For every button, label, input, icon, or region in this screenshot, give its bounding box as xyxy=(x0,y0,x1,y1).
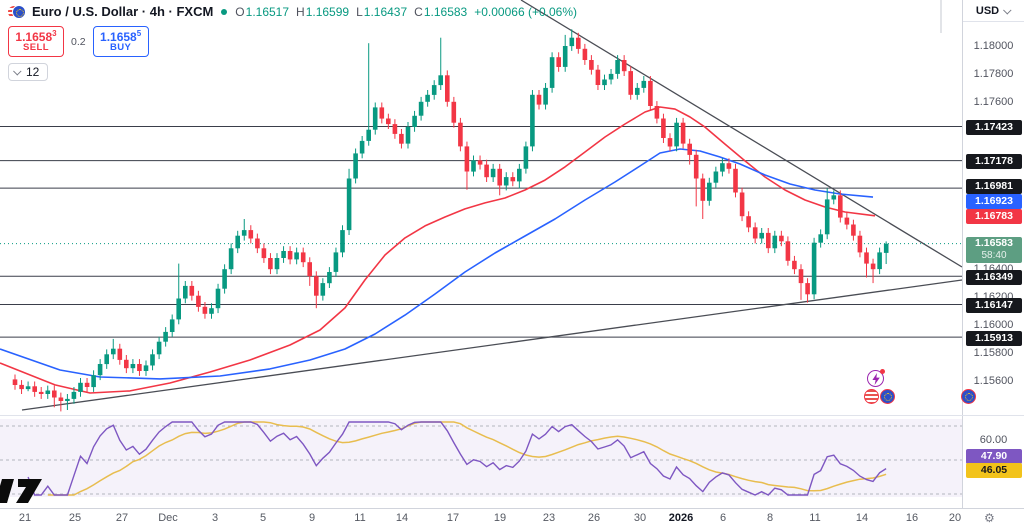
time-axis-label: 11 xyxy=(809,512,821,524)
price-tick: 1.18000 xyxy=(973,40,1014,52)
time-axis-label: 27 xyxy=(115,512,129,524)
time-axis-label: 26 xyxy=(587,512,601,524)
price-level-badge: 1.16349 xyxy=(966,269,1022,285)
legend-collapse-chip[interactable]: 12 xyxy=(8,63,49,81)
price-axis[interactable]: USD 1.180001.178001.176001.164001.162001… xyxy=(962,0,1024,526)
time-axis-label: 8 xyxy=(766,512,774,524)
sell-price: 1.16583 xyxy=(15,28,57,44)
symbol-header: Euro / U.S. Dollar · 4h · FXCM O1.16517 H… xyxy=(8,4,577,19)
time-axis-label: 23 xyxy=(542,512,556,524)
price-chart-canvas[interactable] xyxy=(0,0,962,507)
eu-flag-axis-event-icon[interactable] xyxy=(961,389,976,404)
tradingview-logo[interactable] xyxy=(0,477,66,505)
time-axis-label: 19 xyxy=(493,512,507,524)
price-level-badge: 1.17423 xyxy=(966,119,1022,135)
currency-selector[interactable]: USD xyxy=(963,0,1024,22)
rsi-pane-background xyxy=(0,419,962,497)
price-tick: 1.17800 xyxy=(973,68,1014,80)
rsi-tick: 60.00 xyxy=(979,434,1008,446)
chevron-down-icon xyxy=(1003,5,1012,15)
ohlc-readout: O1.16517 H1.16599 L1.16437 C1.16583 +0.00066… xyxy=(235,5,577,19)
eu-flag-event-icon[interactable] xyxy=(880,389,895,404)
time-axis-label: 30 xyxy=(633,512,647,524)
time-axis[interactable]: ⚙ 21 25 27 Dec 3 5 9 11 14 17 19 23 26 30 2026 6 8 11 14 16… xyxy=(0,508,1024,526)
time-axis-label: 2026 xyxy=(668,512,694,524)
ma-value-badge: 1.16783 xyxy=(966,208,1022,224)
time-axis-label: 3 xyxy=(211,512,219,524)
time-axis-label: 25 xyxy=(68,512,82,524)
buy-button[interactable]: 1.16585 BUY xyxy=(92,26,149,57)
time-axis-label: 21 xyxy=(18,512,32,524)
us-flag-event-icon[interactable] xyxy=(864,389,879,404)
price-level-badge: 1.17178 xyxy=(966,153,1022,169)
time-axis-label: 14 xyxy=(855,512,869,524)
buy-label: BUY xyxy=(109,42,132,54)
time-axis-label: 14 xyxy=(395,512,409,524)
price-level-badge: 1.15913 xyxy=(966,330,1022,346)
ma-fast-red-line xyxy=(0,106,876,394)
last-price-badge: 1.16583 58:40 xyxy=(966,237,1022,263)
time-axis-label: 16 xyxy=(905,512,919,524)
price-tick: 1.15600 xyxy=(973,375,1014,387)
ohlc-c: C1.16583 xyxy=(414,4,468,19)
sell-button[interactable]: 1.16583 SELL xyxy=(8,26,64,57)
ma-value-badge: 1.16923 xyxy=(966,193,1022,209)
time-axis-label: 5 xyxy=(259,512,267,524)
event-alert-dot xyxy=(880,369,885,374)
time-axis-label: Dec xyxy=(158,512,178,524)
price-level-badge: 1.16981 xyxy=(966,178,1022,194)
rsi-value-badge: 47.90 xyxy=(966,448,1022,464)
trendline xyxy=(520,0,962,268)
ma-slow-blue-line xyxy=(0,148,874,380)
ohlc-o: O1.16517 xyxy=(235,4,290,19)
economic-event-lightning-icon[interactable] xyxy=(867,369,885,387)
sell-label: SELL xyxy=(23,42,49,54)
time-axis-label: 9 xyxy=(308,512,316,524)
spread-value: 0.2 xyxy=(71,35,86,48)
price-change: +0.00066 (+0.06%) xyxy=(474,4,577,19)
price-level-badge: 1.16147 xyxy=(966,297,1022,313)
time-axis-label: 6 xyxy=(719,512,727,524)
chevron-down-icon xyxy=(13,67,22,76)
symbol-title[interactable]: Euro / U.S. Dollar · 4h · FXCM xyxy=(32,4,214,19)
trade-panel: 1.16583 SELL 0.2 1.16585 BUY xyxy=(8,26,149,57)
price-tick: 1.16000 xyxy=(973,319,1014,331)
eurusd-pair-icon xyxy=(8,4,26,19)
rsi-value-badge: 46.05 xyxy=(966,462,1022,478)
buy-price: 1.16585 xyxy=(100,28,142,44)
rsi-line xyxy=(27,421,887,496)
trendline xyxy=(21,279,962,411)
rsi-ma-line xyxy=(47,421,887,496)
currency-label: USD xyxy=(975,4,1000,17)
axis-settings-gear-icon[interactable]: ⚙ xyxy=(984,511,995,525)
legend-count: 12 xyxy=(26,65,40,79)
market-open-icon xyxy=(221,8,228,15)
time-axis-label: 20 xyxy=(948,512,962,524)
ohlc-h: H1.16599 xyxy=(296,4,350,19)
price-tick: 1.15800 xyxy=(973,347,1014,359)
ohlc-l: L1.16437 xyxy=(356,4,408,19)
pane-separator[interactable] xyxy=(0,415,1024,416)
time-axis-label: 11 xyxy=(354,512,366,524)
price-tick: 1.17600 xyxy=(973,96,1014,108)
candles xyxy=(12,29,889,412)
time-axis-label: 17 xyxy=(446,512,460,524)
